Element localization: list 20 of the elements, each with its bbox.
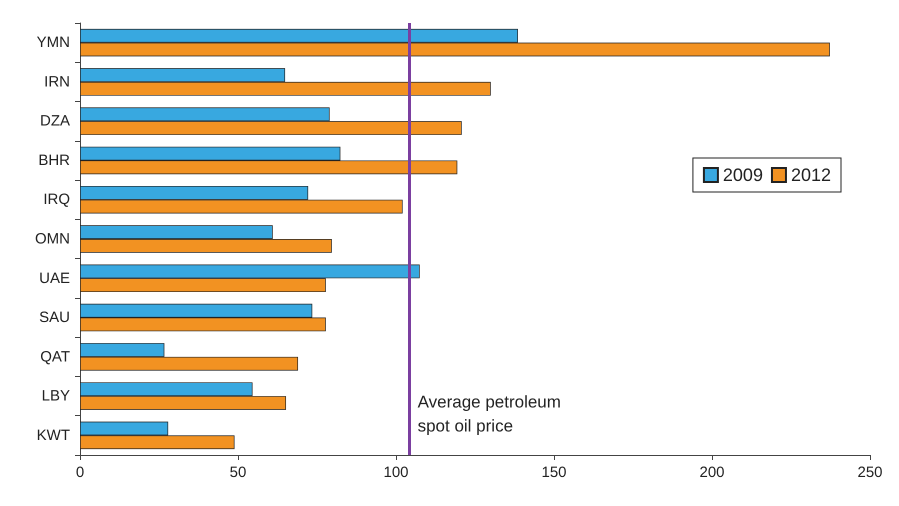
y-tick-label: IRQ <box>43 191 70 208</box>
x-tick-label: 100 <box>383 464 409 481</box>
legend-label: 2009 <box>722 165 763 185</box>
y-tick-label: YMN <box>36 34 70 52</box>
y-tick-label: UAE <box>39 270 70 287</box>
y-tick-label: KWT <box>36 426 70 444</box>
x-tick-label: 0 <box>76 464 84 481</box>
y-tick-label: DZA <box>40 112 70 130</box>
ref-line-label: Average petroleum spot oil price <box>418 392 566 436</box>
x-tick-label: 50 <box>230 464 246 481</box>
x-tick-label: 250 <box>857 464 883 481</box>
y-tick-label: IRN <box>44 73 70 90</box>
y-tick-label: LBY <box>42 388 70 405</box>
y-tick-label: SAU <box>39 309 70 326</box>
legend-label: 2012 <box>790 165 832 185</box>
y-tick-label: QAT <box>40 348 70 366</box>
x-tick-label: 150 <box>541 464 567 481</box>
y-tick-label: OMN <box>35 230 70 248</box>
x-tick-label: 200 <box>699 464 725 481</box>
y-tick-label: BHR <box>38 152 70 169</box>
